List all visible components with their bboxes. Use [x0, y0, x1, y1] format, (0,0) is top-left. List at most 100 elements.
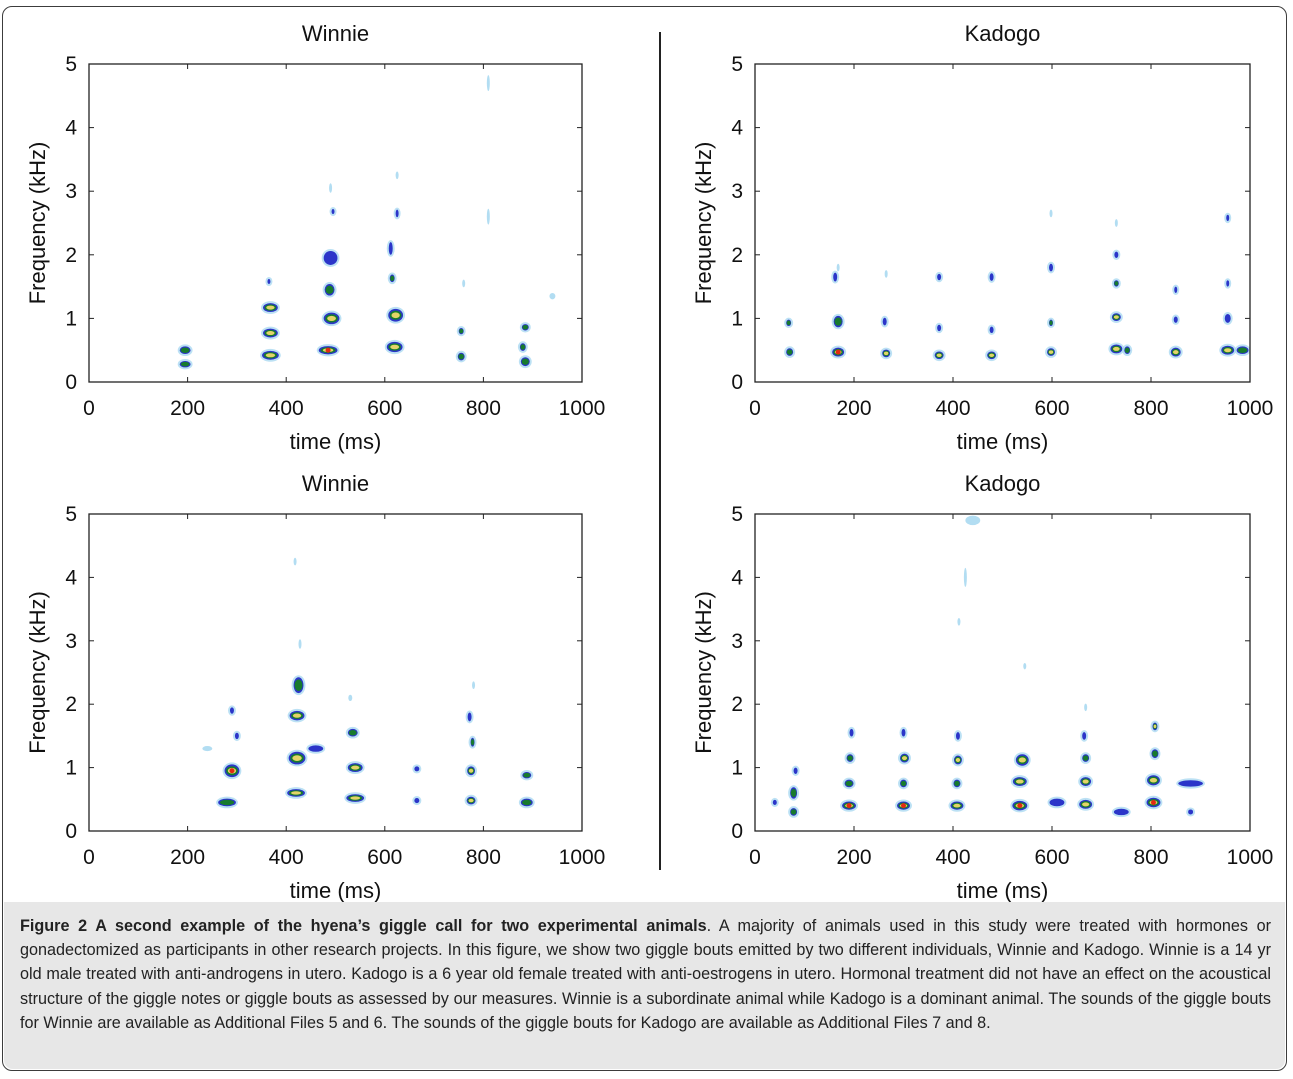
caption-title: Figure 2 A second example of the hyena’s…: [20, 917, 707, 935]
energy-blob: [833, 272, 838, 282]
spectrogram-panel-4: 0 200 400 600 800 1000 0 1 2 3 4 5 Kadogo time (ms) Fr…: [691, 471, 1273, 902]
energy-blob: [1174, 286, 1178, 293]
energy-blob-peak: [1018, 757, 1026, 763]
energy-blob-core: [1152, 750, 1158, 757]
x-tick-label: 1000: [1227, 846, 1274, 869]
energy-blob-peak: [901, 756, 907, 761]
energy-blob: [989, 273, 994, 281]
x-tick-label: 400: [935, 397, 970, 420]
energy-blobs: [202, 557, 535, 809]
y-tick-label: 0: [65, 371, 77, 394]
y-tick-label: 2: [731, 693, 743, 716]
energy-blob: [414, 798, 420, 804]
plot-frame: [754, 63, 1251, 383]
energy-blob-peak: [989, 353, 995, 358]
y-tick-label: 0: [731, 371, 743, 394]
energy-blob-core: [900, 780, 907, 787]
energy-blob-peak: [291, 791, 302, 795]
energy-blob-peak: [1082, 779, 1089, 784]
energy-blob-core: [1237, 347, 1248, 353]
figure-caption: Figure 2 A second example of the hyena’s…: [4, 902, 1285, 1069]
energy-blob-peak: [390, 344, 400, 350]
energy-blob-core: [458, 353, 464, 360]
energy-blob: [486, 75, 490, 92]
x-tick-label: 400: [935, 846, 970, 869]
energy-blob-peak: [955, 757, 961, 762]
x-tick-label: 600: [367, 846, 402, 869]
energy-blob-core: [834, 317, 842, 326]
y-tick-label: 4: [731, 566, 743, 589]
energy-blob: [1188, 809, 1194, 815]
energy-blob-core: [459, 328, 464, 334]
energy-blob-core: [520, 344, 526, 350]
energy-blob: [1082, 732, 1087, 740]
energy-blob: [298, 639, 302, 649]
plot-frame: [88, 63, 583, 383]
energy-blob: [989, 326, 994, 334]
energy-blob: [1114, 251, 1119, 258]
caption-text: . A majority of animals used in this stu…: [20, 917, 1271, 1032]
y-tick-label: 3: [65, 180, 77, 203]
energy-blob: [1226, 280, 1230, 287]
energy-blob-peak: [351, 765, 360, 770]
energy-blob-peak: [883, 351, 889, 356]
energy-blob-core: [790, 788, 797, 798]
x-axis-label: time (ms): [290, 429, 382, 454]
energy-blob: [1049, 798, 1065, 807]
energy-blob: [955, 732, 960, 740]
energy-blob-peak: [1015, 779, 1024, 784]
energy-blob-core: [180, 361, 190, 367]
energy-blob-core: [523, 772, 531, 778]
energy-blob-core: [294, 679, 303, 691]
energy-blob: [884, 270, 888, 278]
y-tick-label: 2: [65, 693, 77, 716]
energy-blob-peak: [953, 803, 961, 808]
x-tick-label: 600: [367, 397, 402, 420]
x-tick-label: 1000: [559, 397, 606, 420]
y-tick-label: 2: [65, 244, 77, 267]
energy-blob: [308, 745, 324, 752]
panel-title: Kadogo: [965, 21, 1041, 46]
energy-blob-peak: [350, 796, 361, 800]
y-tick-label: 1: [731, 757, 743, 780]
plot-frame: [754, 513, 1251, 832]
x-tick-label: 200: [170, 397, 205, 420]
energy-blob: [486, 208, 490, 225]
energy-blob: [849, 728, 854, 737]
x-tick-label: 600: [1034, 397, 1069, 420]
energy-blob-max: [1150, 799, 1156, 805]
energy-blob: [1178, 780, 1203, 787]
x-tick-label: 0: [749, 397, 761, 420]
energy-blob: [395, 171, 399, 180]
x-tick-label: 800: [1133, 397, 1168, 420]
energy-blob-peak: [1149, 777, 1158, 783]
energy-blob-peak: [1172, 350, 1179, 355]
y-axis-label: Frequency (kHz): [691, 591, 716, 754]
x-tick-label: 200: [836, 846, 871, 869]
energy-blobs: [784, 209, 1250, 362]
x-tick-label: 400: [269, 846, 304, 869]
y-axis-label: Frequency (kHz): [25, 142, 50, 305]
energy-blob-core: [522, 799, 532, 806]
x-tick-label: 800: [466, 397, 501, 420]
energy-blob: [836, 263, 840, 272]
x-tick-label: 800: [1133, 846, 1168, 869]
energy-blob-max: [325, 347, 331, 353]
spectrogram-panel-3: 0 200 400 600 800 1000 0 1 2 3 4 5 Winnie time (ms) Fr…: [25, 471, 605, 902]
energy-blob-peak: [292, 755, 302, 761]
figure-frame: [2, 6, 1287, 1071]
panel-title: Winnie: [302, 471, 369, 496]
energy-blob-core: [954, 780, 960, 787]
y-tick-label: 3: [65, 630, 77, 653]
y-tick-label: 1: [731, 307, 743, 330]
energy-blob-peak: [1153, 724, 1157, 729]
x-tick-label: 0: [83, 846, 95, 869]
y-tick-label: 5: [65, 53, 77, 76]
energy-blob: [1226, 214, 1230, 222]
energy-blob-peak: [1082, 802, 1090, 807]
energy-blob: [937, 273, 942, 281]
energy-blob-core: [847, 755, 853, 761]
energy-blob: [1049, 263, 1053, 272]
